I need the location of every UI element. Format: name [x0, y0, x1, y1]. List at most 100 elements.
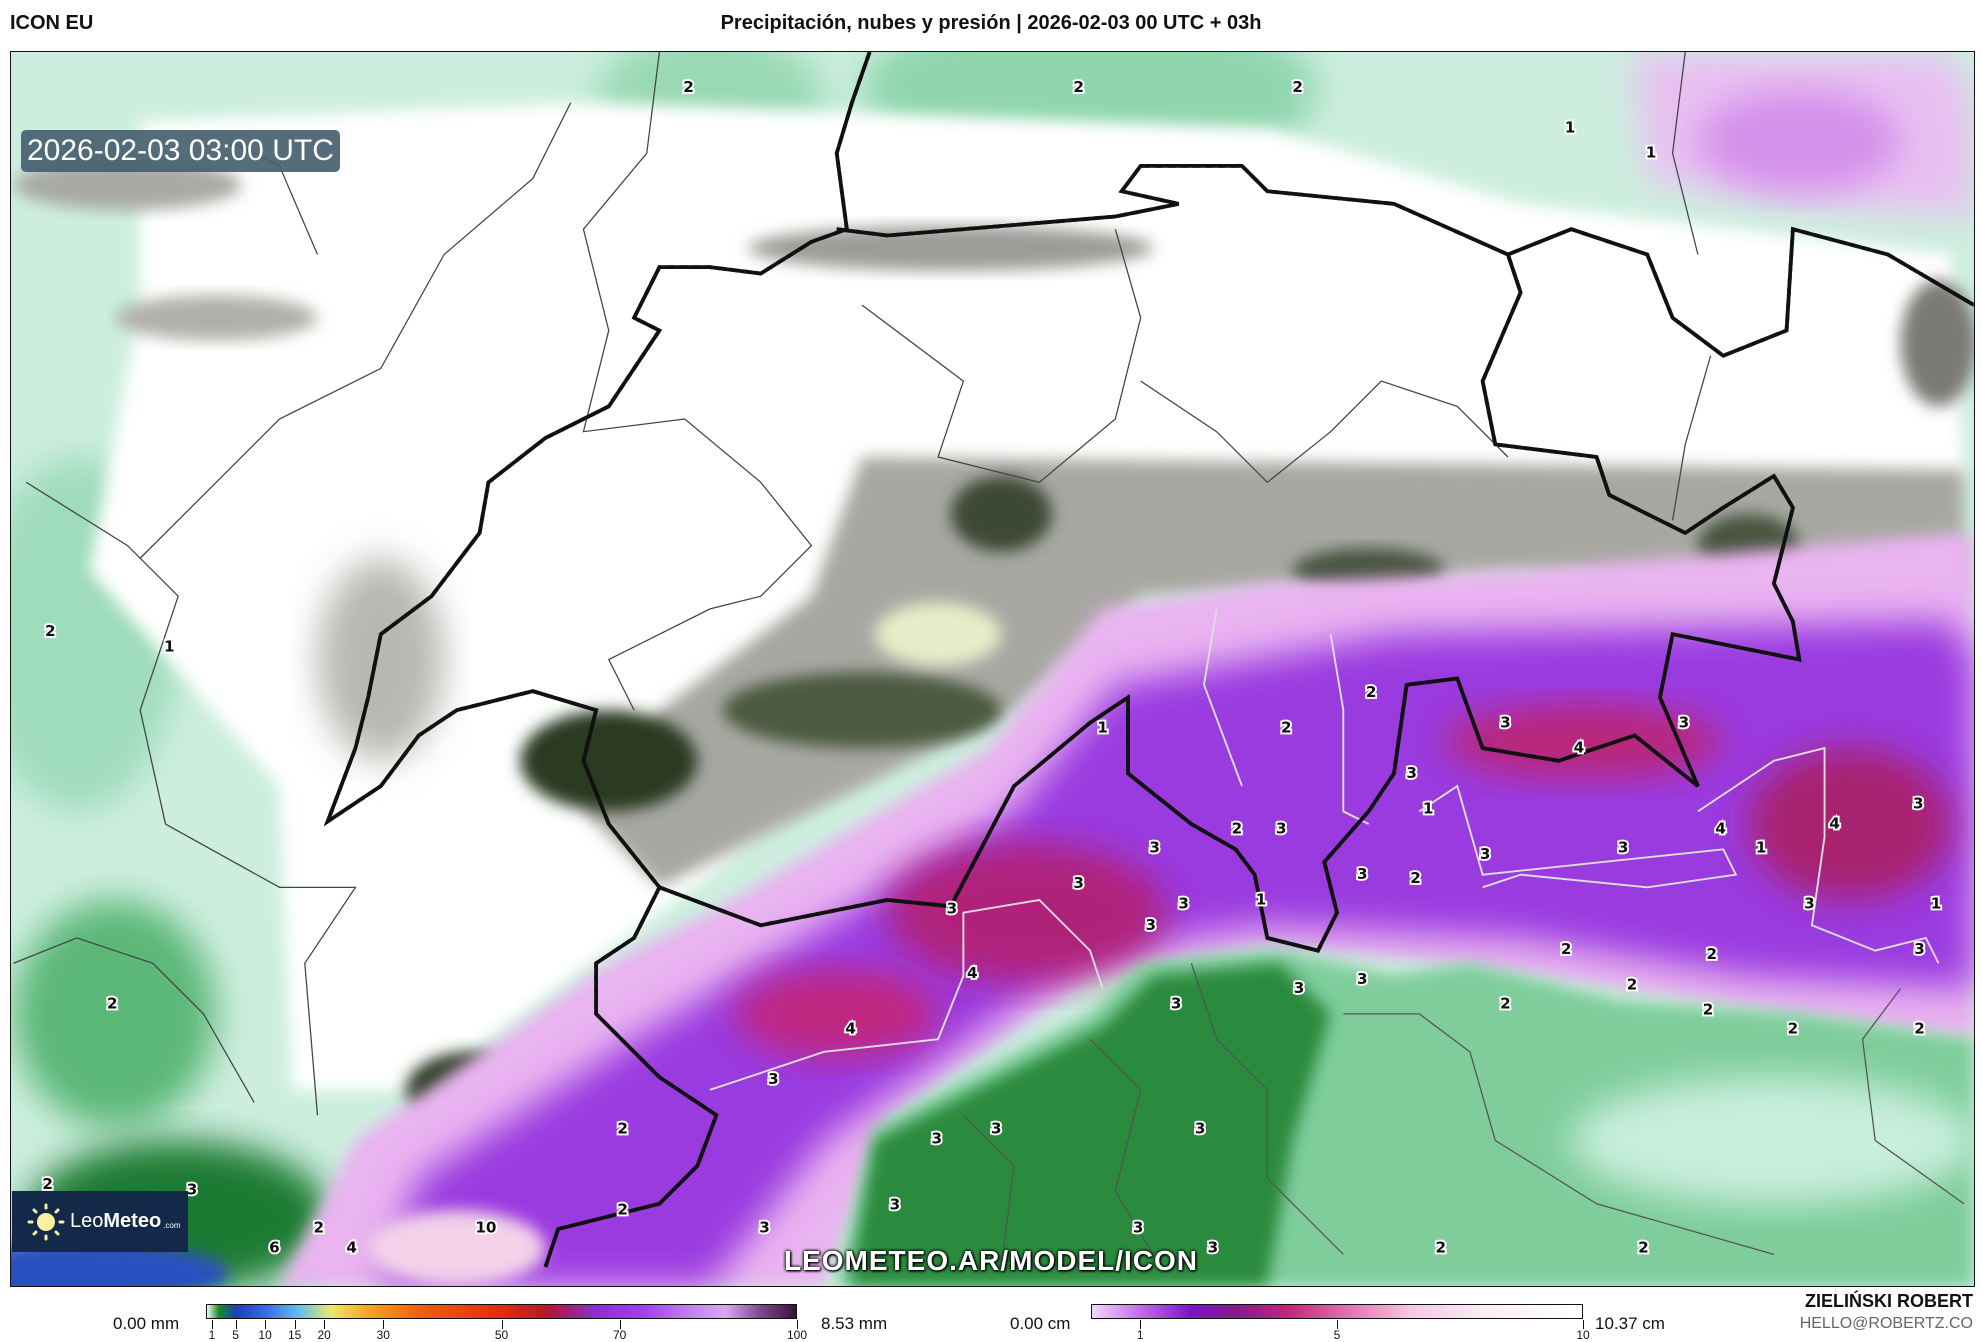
snow-depth-label: 3: [1804, 894, 1815, 912]
legend-tick-label: 5: [1333, 1328, 1341, 1342]
snow-depth-label: 10: [475, 1218, 496, 1236]
snow-depth-label: 1: [1756, 839, 1767, 857]
region-borders: [13, 52, 1712, 1116]
logo-text-domain: .com: [163, 1221, 181, 1230]
snow-depth-label: 2: [1703, 1001, 1714, 1019]
snow-depth-label: 3: [1406, 764, 1417, 782]
snow-depth-label: 3: [1679, 713, 1690, 731]
snow-depth-label: 2: [1436, 1239, 1447, 1257]
legend-tick-label: 10: [1576, 1328, 1590, 1342]
snow-depth-label: 3: [890, 1196, 901, 1214]
snow-depth-label: 2: [1281, 718, 1292, 736]
leometeo-logo[interactable]: Leo Meteo .com: [12, 1191, 188, 1252]
green-precip-band: [836, 950, 1974, 1286]
country-border: [323, 52, 1974, 1269]
snow-depth-label: 3: [1913, 794, 1924, 812]
snow-depth-label: 3: [1914, 940, 1925, 958]
snow-layer: [279, 532, 1974, 1286]
snow-depth-label: 1: [1097, 718, 1108, 736]
snow-depth-label: 2: [1707, 945, 1718, 963]
snow-depth-label: 2: [1561, 940, 1572, 958]
snow-depth-label: 3: [1480, 845, 1491, 863]
snow-depth-label: 2: [1410, 869, 1421, 887]
precip-legend-min: 0.00 mm: [113, 1314, 180, 1333]
model-name: ICON EU: [10, 12, 94, 34]
snow-depth-label: 1: [1646, 144, 1657, 162]
snow-depth-label: 3: [1195, 1120, 1206, 1138]
snow-depth-label: 3: [1618, 839, 1629, 857]
logo-text-leo: Leo: [70, 1210, 104, 1232]
legend-tick: [383, 1320, 385, 1329]
snow-depth-label: 2: [1232, 820, 1243, 838]
green-region-borders: [962, 963, 1965, 1268]
snow-depth-label: 1: [1931, 894, 1942, 912]
snow-depth-label: 1: [1565, 118, 1576, 136]
legend-tick-label: 5: [232, 1328, 239, 1342]
snow-depth-label: 2: [1788, 1020, 1799, 1038]
snow-depth-label: 3: [1073, 874, 1084, 892]
legend-tick-label: 50: [494, 1328, 509, 1342]
legend-tick: [324, 1320, 326, 1329]
snow-depth-label: 3: [1276, 820, 1287, 838]
legend-tick-label: 10: [258, 1328, 272, 1342]
precip-colorbar: [206, 1304, 797, 1319]
snow-depth-label: 4: [967, 964, 978, 982]
legend-tick: [1337, 1320, 1338, 1329]
snow-depth-label: 3: [991, 1120, 1002, 1138]
valid-time-badge: 2026-02-03 03:00 UTC: [21, 130, 340, 172]
snow-depth-label: 2: [1073, 78, 1084, 96]
snow-depth-label: 1: [1423, 799, 1434, 817]
snow-depth-label: 2: [1914, 1020, 1925, 1038]
snow-depth-label: 3: [768, 1070, 779, 1088]
snow-depth-label: 3: [1357, 865, 1368, 883]
snow-depth-label: 3: [1178, 894, 1189, 912]
snow-depth-label: 4: [1574, 739, 1585, 757]
legend-tick: [501, 1320, 503, 1329]
legend-tick: [265, 1320, 267, 1329]
snow-depth-label: 2: [1638, 1239, 1649, 1257]
snow-depth-label: 2: [42, 1175, 53, 1193]
precip-legend-max: 8.53 mm: [821, 1314, 888, 1333]
logo-text-meteo: Meteo: [103, 1210, 162, 1232]
snow-depth-label: 3: [947, 899, 958, 917]
legend-tick: [619, 1320, 621, 1329]
snow-depth-label: 2: [617, 1120, 628, 1138]
snow-depth-label: 3: [1500, 713, 1511, 731]
legend-tick-label: 20: [317, 1328, 331, 1342]
snow-depth-label: 3: [931, 1130, 942, 1148]
legend-tick: [235, 1320, 237, 1329]
snow-depth-label: 2: [45, 622, 56, 640]
snow-depth-label: 2: [1366, 683, 1377, 701]
snow-depth-label: 6: [269, 1239, 280, 1257]
snow-depth-label: 3: [1133, 1218, 1144, 1236]
snow-depth-label: 2: [1292, 78, 1303, 96]
snow-depth-label: 2: [617, 1201, 628, 1219]
snow-depth-label: 3: [1146, 916, 1157, 934]
legend-tick: [294, 1320, 296, 1329]
snow-legend-max: 10.37 cm: [1595, 1314, 1665, 1333]
legend-tick: [211, 1320, 213, 1329]
snow-depth-label: 2: [1500, 994, 1511, 1012]
snow-depth-label: 3: [1357, 970, 1368, 988]
snow-depth-label: 1: [164, 637, 175, 655]
snow-depth-label: 4: [845, 1020, 856, 1038]
legend-tick-label: 70: [613, 1328, 627, 1342]
legend-tick: [797, 1320, 798, 1329]
snow-depth-label: 3: [187, 1180, 198, 1198]
snow-depth-label: 2: [683, 78, 694, 96]
snow-depth-label: 3: [1149, 839, 1160, 857]
snow-depth-label: 3: [759, 1218, 770, 1236]
snow-depth-label: 3: [1294, 979, 1305, 997]
sun-icon: [26, 1202, 66, 1242]
snow-depth-label: 4: [346, 1239, 357, 1257]
legend-tick-label: 30: [376, 1328, 390, 1342]
snow-legend-min: 0.00 cm: [1010, 1314, 1071, 1333]
snow-depth-label: 2: [1627, 975, 1638, 993]
snow-depth-label: 3: [1208, 1239, 1219, 1257]
legend-tick: [1140, 1320, 1142, 1329]
snow-depth-label: 2: [313, 1218, 324, 1236]
snow-region-borders: [709, 608, 1940, 1091]
